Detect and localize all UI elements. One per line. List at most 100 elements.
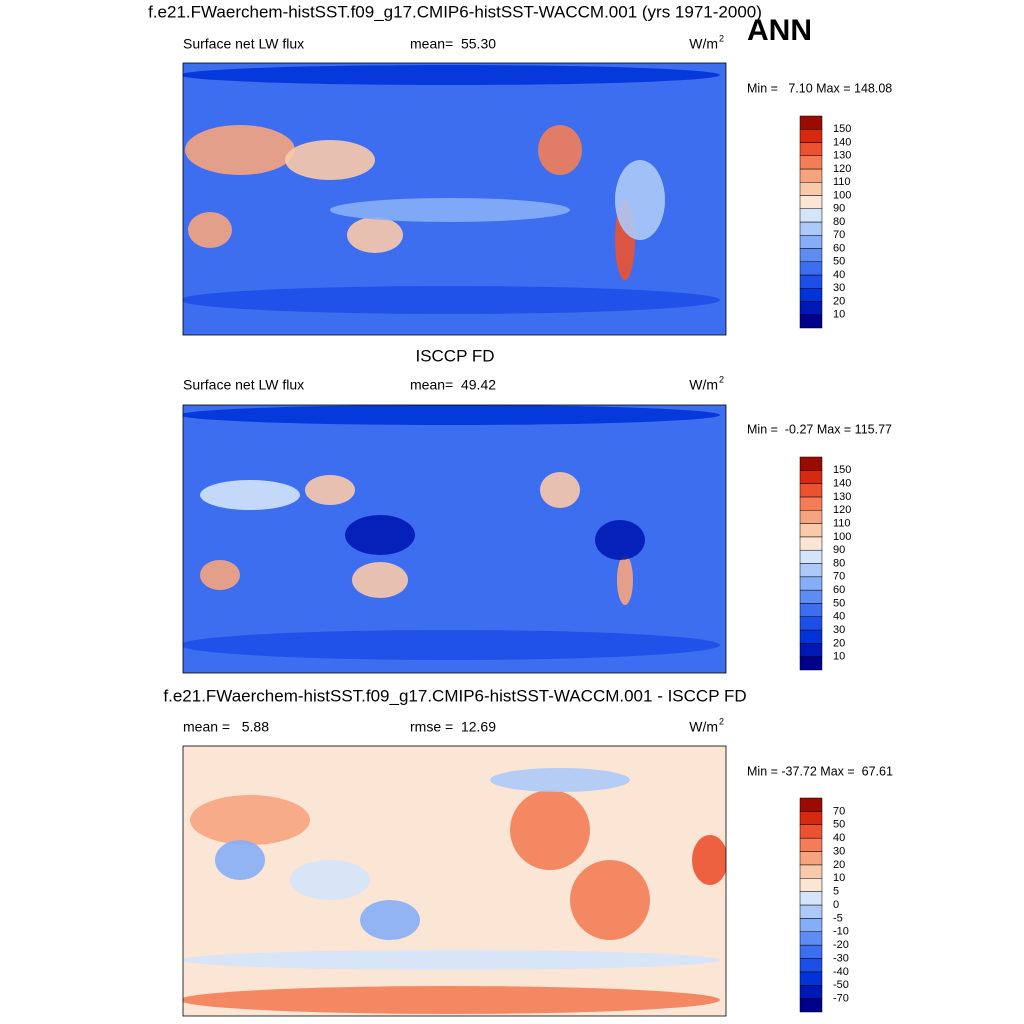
colorbar-label: 130	[833, 491, 851, 503]
colorbar-box	[799, 288, 823, 302]
colorbar-box	[799, 864, 823, 879]
colorbar-label: 80	[833, 557, 845, 569]
colorbar-box	[799, 589, 823, 604]
colorbar-label: 150	[833, 464, 851, 476]
field-region	[290, 860, 370, 900]
colorbar-box	[799, 797, 823, 812]
panel-title: ISCCP FD	[415, 346, 494, 365]
colorbar-label: 40	[833, 832, 845, 844]
colorbar-box	[799, 656, 823, 671]
colorbar-label: 60	[833, 584, 845, 596]
colorbar-label: 90	[833, 544, 845, 556]
field-region	[345, 515, 415, 555]
colorbar-box	[799, 301, 823, 315]
colorbar-label: 90	[833, 203, 845, 215]
colorbar-box	[799, 629, 823, 644]
colorbar-box	[799, 918, 823, 932]
panel-title: f.e21.FWaerchem-histSST.f09_g17.CMIP6-hi…	[163, 686, 746, 705]
colorbar-label: 130	[833, 150, 851, 162]
colorbar-box	[799, 563, 823, 578]
units-label: W/m	[689, 719, 718, 735]
field-region	[183, 405, 720, 425]
colorbar-label: 10	[833, 309, 845, 321]
colorbar-box	[799, 811, 823, 825]
colorbar-label: 10	[833, 872, 845, 884]
field-region	[617, 555, 633, 605]
map-frame	[182, 62, 727, 336]
units-superscript: 2	[719, 33, 724, 43]
map-field	[183, 746, 726, 1016]
colorbar-box	[799, 837, 823, 852]
colorbar-label: 40	[833, 611, 845, 623]
colorbar-label: 30	[833, 624, 845, 636]
center-label: mean= 49.42	[410, 377, 496, 393]
colorbar-label: 150	[833, 123, 851, 135]
field-region	[183, 286, 720, 314]
colorbar-label: 80	[833, 216, 845, 228]
left-label: mean = 5.88	[183, 719, 269, 735]
field-region	[490, 768, 630, 792]
colorbar-box	[799, 195, 823, 209]
field-region	[360, 900, 420, 940]
colorbar-box	[799, 155, 823, 170]
field-region	[185, 125, 295, 175]
colorbar-box	[799, 248, 823, 262]
colorbar-label: 100	[833, 189, 851, 201]
colorbar-label: -30	[833, 952, 849, 964]
colorbar-box	[799, 824, 823, 839]
colorbar-label: 0	[833, 899, 839, 911]
field-region	[570, 860, 650, 940]
colorbar-box	[799, 958, 823, 973]
map-field	[183, 63, 726, 335]
colorbar-label: 110	[833, 517, 851, 529]
colorbar-box	[799, 523, 823, 538]
min-max-stats: Min = -37.72 Max = 67.61	[747, 764, 893, 778]
colorbar-label: 30	[833, 282, 845, 294]
colorbar-box	[799, 274, 823, 289]
colorbar-box	[799, 496, 823, 511]
colorbar-label: 120	[833, 504, 851, 516]
field-region	[183, 65, 720, 85]
colorbar-label: -20	[833, 939, 849, 951]
field-region	[595, 520, 645, 560]
colorbar-label: 50	[833, 256, 845, 268]
colorbar-box	[799, 576, 823, 591]
map-frame	[182, 745, 727, 1017]
field-region	[200, 480, 300, 510]
colorbar-box	[799, 221, 823, 236]
field-region	[538, 125, 582, 175]
colorbar-box	[799, 456, 823, 471]
colorbar-box	[799, 891, 823, 906]
colorbar-box	[799, 878, 823, 892]
min-max-stats: Min = -0.27 Max = 115.77	[747, 422, 892, 436]
field-region	[183, 986, 720, 1014]
colorbar-box	[799, 129, 823, 143]
colorbar-box	[799, 904, 823, 919]
center-label: rmse = 12.69	[410, 719, 496, 735]
colorbar-label: 70	[833, 571, 845, 583]
colorbar-box	[799, 115, 823, 130]
colorbar-box	[799, 944, 823, 959]
field-region	[692, 835, 726, 885]
field-region	[347, 217, 403, 253]
colorbar-box	[799, 261, 823, 276]
colorbar-label: 10	[833, 651, 845, 663]
colorbar-label: -5	[833, 912, 843, 924]
colorbar-box	[799, 971, 823, 986]
colorbar-label: 20	[833, 295, 845, 307]
colorbar-label: 120	[833, 163, 851, 175]
colorbar-box	[799, 998, 823, 1013]
field-region	[200, 560, 240, 590]
colorbar-box	[799, 931, 823, 946]
colorbar-label: 140	[833, 478, 851, 490]
map-field	[183, 405, 726, 673]
colorbar-label: 20	[833, 637, 845, 649]
colorbar-box	[799, 314, 823, 329]
colorbar-box	[799, 643, 823, 657]
colorbar-box	[799, 851, 823, 866]
colorbar-label: 50	[833, 819, 845, 831]
center-label: mean= 55.30	[410, 36, 496, 52]
colorbar-label: 20	[833, 859, 845, 871]
map-frame	[182, 404, 727, 674]
